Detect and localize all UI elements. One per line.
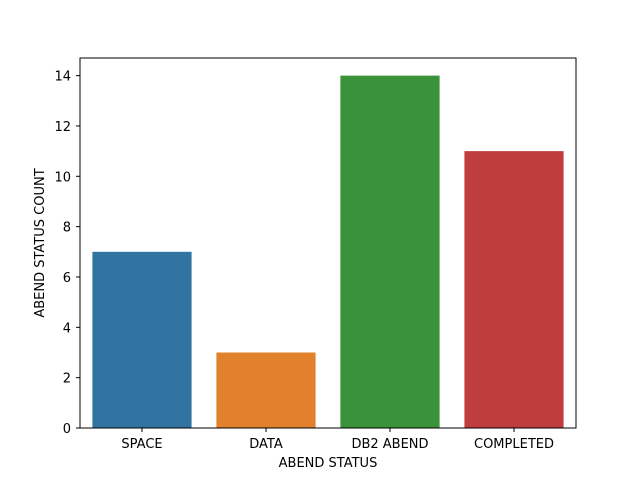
y-axis-label: ABEND STATUS COUNT — [33, 168, 48, 317]
x-axis-label: ABEND STATUS — [279, 456, 378, 471]
x-tick-label: COMPLETED — [474, 437, 554, 452]
y-tick-label: 12 — [54, 120, 71, 135]
x-tick-label: DB2 ABEND — [351, 437, 428, 452]
x-tick-label: SPACE — [121, 437, 162, 452]
y-tick-label: 14 — [54, 70, 71, 85]
y-tick-label: 10 — [54, 170, 71, 185]
bar-space — [92, 251, 192, 428]
plot-frame — [79, 57, 577, 429]
y-tick-label: 2 — [63, 372, 71, 387]
x-tick-label: DATA — [249, 437, 283, 452]
y-tick-label: 0 — [63, 422, 71, 437]
y-tick-label: 8 — [63, 221, 71, 236]
bar-db2-abend — [340, 75, 440, 428]
y-axis-ticks: 0 2 4 6 8 10 12 14 — [54, 70, 80, 437]
y-tick-label: 4 — [63, 321, 71, 336]
x-axis-ticks: SPACE DATA DB2 ABEND COMPLETED — [121, 428, 554, 452]
bar-completed — [464, 151, 564, 428]
y-tick-label: 6 — [63, 271, 71, 286]
bar-data — [216, 352, 316, 428]
bars-group — [92, 75, 564, 428]
